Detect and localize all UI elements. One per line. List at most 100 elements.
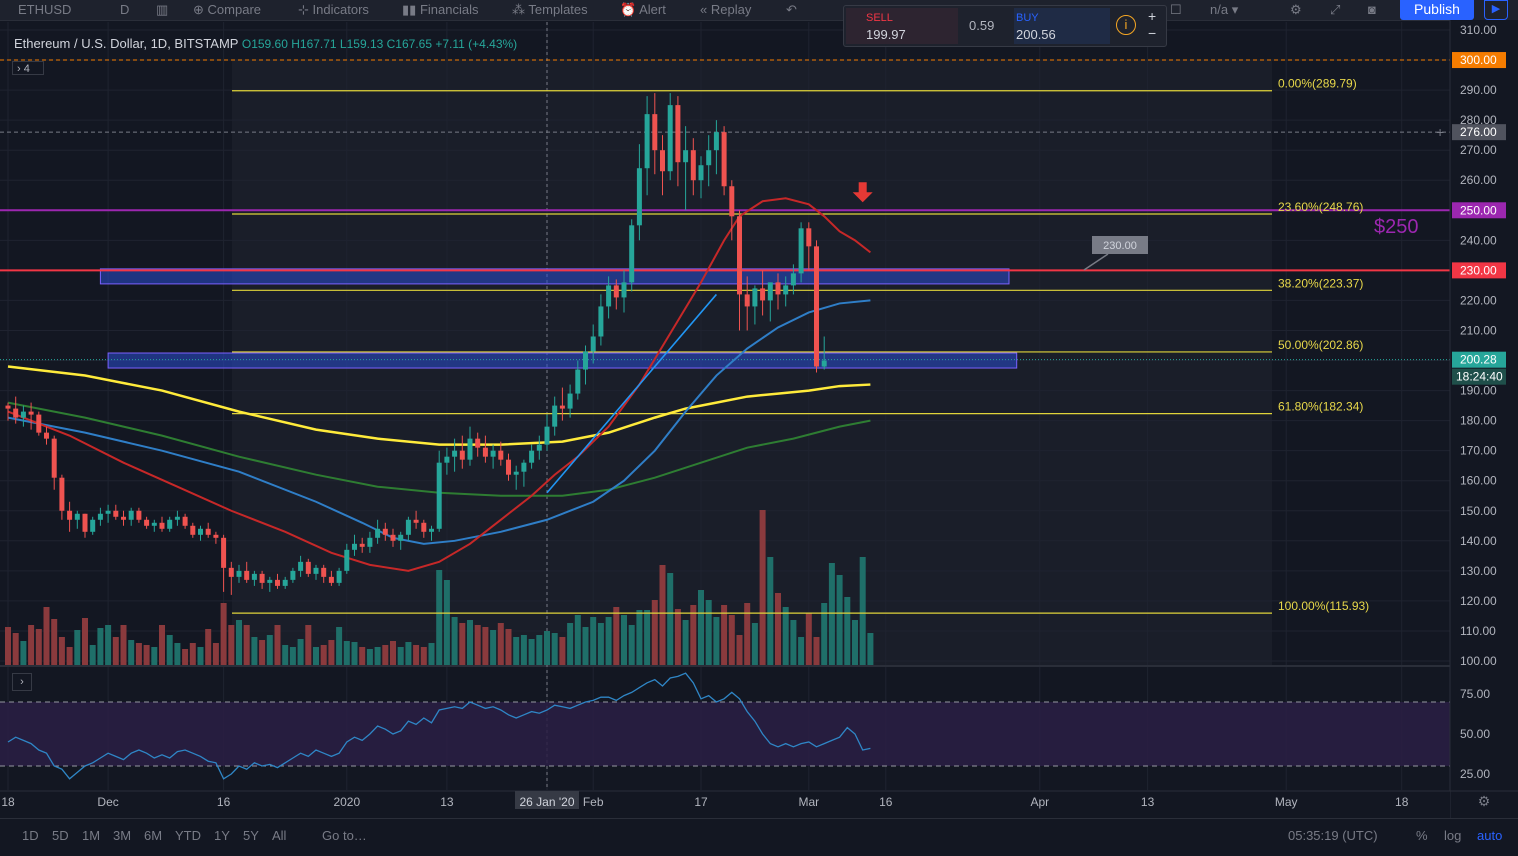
fibonacci-retracement[interactable]: 0.00%(289.79) 23.60%(248.76) 38.20%(223.37… [232, 77, 1369, 614]
candle [28, 402, 34, 430]
candle-body [267, 579, 273, 583]
candle-body [390, 534, 396, 541]
volume-bar [505, 629, 512, 665]
range-5d[interactable]: 5D [52, 828, 69, 843]
candle [806, 222, 812, 271]
indicators-button[interactable]: ⊹ Indicators [298, 2, 369, 18]
candle [290, 567, 296, 583]
rsi-pane-toggle[interactable]: › [12, 673, 32, 691]
legend-title: Ethereum / U.S. Dollar [14, 36, 144, 51]
candle [575, 360, 581, 400]
volume-bar [313, 647, 319, 665]
info-icon[interactable]: i [1116, 15, 1136, 35]
alert-icon: ⏰ [620, 2, 637, 17]
range-ytd[interactable]: YTD [175, 828, 201, 843]
settings-icon[interactable]: ⚙ [1290, 2, 1302, 17]
camera-icon[interactable]: ◙ [1368, 2, 1376, 17]
volume-bar [867, 633, 874, 665]
alert-button[interactable]: ⏰ Alert [620, 2, 666, 18]
volume-bar [590, 617, 597, 665]
volume-bar [135, 643, 142, 665]
price-label-box-0 [1452, 52, 1506, 69]
volume-bar [174, 643, 181, 665]
replay-icon: « [700, 2, 708, 17]
volume-bar [197, 647, 204, 665]
spread-value: 0.59 [969, 18, 995, 33]
candle-body [51, 438, 57, 478]
range-6m[interactable]: 6M [144, 828, 163, 843]
volume-bar [536, 635, 543, 665]
auto-toggle[interactable]: auto [1477, 828, 1503, 843]
volume-bar [759, 510, 766, 665]
bottom-toolbar: 1D 5D 1M 3M 6M YTD 1Y 5Y All Go to… 05:3… [0, 818, 1518, 856]
interval-button[interactable]: D [120, 2, 130, 17]
price-axis[interactable]: 310.00 300.00 290.00 280.00 270.00 260.00 250.… [1436, 20, 1518, 818]
log-toggle[interactable]: log [1444, 828, 1462, 843]
percent-toggle[interactable]: % [1416, 828, 1428, 843]
clock-time: 05:35:19 (UTC) [1288, 828, 1378, 843]
candle [698, 156, 704, 199]
volume-bar [713, 617, 720, 665]
candle [375, 519, 381, 544]
candle [544, 414, 550, 451]
play-icon[interactable]: ▶ [1484, 0, 1508, 20]
volume-bar [366, 649, 373, 665]
chart-style-icon[interactable]: ▥ [156, 2, 169, 17]
expand-icon[interactable]: ⤢ [1330, 2, 1341, 17]
financials-button[interactable]: ▮▮ Financials [402, 2, 478, 18]
plus-icon[interactable]: + [1148, 8, 1157, 24]
layout-button[interactable]: n/a ▾ [1210, 2, 1239, 17]
volume-bar [89, 645, 96, 665]
range-5y[interactable]: 5Y [243, 828, 259, 843]
range-1m[interactable]: 1M [82, 828, 101, 843]
compare-label: Compare [207, 2, 261, 17]
volume-bar [282, 645, 289, 665]
range-all[interactable]: All [272, 828, 287, 843]
candle [136, 507, 142, 523]
volume-bar [844, 597, 851, 665]
candle-body [205, 528, 211, 535]
volume-bar [751, 623, 758, 665]
candle-body [136, 510, 142, 520]
templates-button[interactable]: ⁂ Templates [512, 2, 588, 18]
support-zone-0 [99, 268, 1010, 285]
goto-button[interactable]: Go to… [322, 828, 367, 843]
volume-bar [266, 635, 273, 665]
volume-bar [297, 639, 304, 665]
volume-bar [105, 625, 112, 665]
compare-button[interactable]: ⊕ Compare [193, 2, 261, 18]
volume-bar [528, 639, 535, 665]
indicator-toggle[interactable]: › 4 [12, 61, 44, 75]
volume-bar [559, 637, 566, 665]
range-3m[interactable]: 3M [113, 828, 132, 843]
sell-button[interactable]: SELL 199.97 [846, 8, 958, 44]
fullscreen-icon[interactable]: ☐ [1170, 2, 1182, 17]
undo-icon[interactable]: ↶ [786, 2, 797, 17]
time-axis[interactable]: 18 Dec 16 2020 13 26 Jan '20 Feb 17 Mar 16 Apr 13 Ma… [0, 790, 1518, 818]
range-1d[interactable]: 1D [22, 828, 39, 843]
price-tick-0: 310.00 [1460, 23, 1497, 37]
symbol-search[interactable]: ETHUSD [18, 2, 72, 17]
range-1y[interactable]: 1Y [214, 828, 230, 843]
replay-button[interactable]: « Replay [700, 2, 751, 17]
publish-button[interactable]: Publish [1400, 0, 1474, 20]
minus-icon[interactable]: − [1148, 25, 1157, 41]
candle [459, 435, 465, 469]
volume-bar [513, 637, 520, 665]
candle-body [806, 228, 812, 247]
volume-bar [274, 625, 281, 665]
crosshair-date-box [515, 791, 579, 809]
candle [174, 510, 180, 526]
candle [613, 279, 619, 310]
candle-body [251, 573, 257, 580]
chart-legend: Ethereum / U.S. Dollar, 1D, BITSTAMP O15… [14, 36, 518, 51]
candle [121, 510, 126, 526]
volume-bar [859, 557, 866, 665]
candle [305, 558, 311, 577]
buy-button[interactable]: BUY 200.56 [1014, 8, 1110, 44]
price-tick-18: 130.00 [1460, 564, 1497, 578]
candle-body [590, 336, 596, 352]
volume-bar [43, 607, 50, 665]
candle-body [44, 432, 49, 439]
